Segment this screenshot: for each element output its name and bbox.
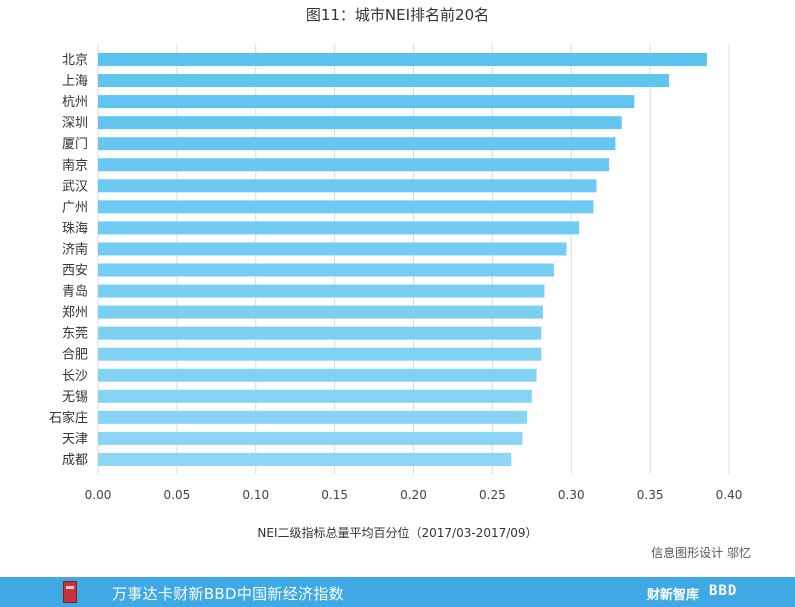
category-label: 南京 [62,157,88,173]
category-label: 东莞 [62,327,88,342]
bar [98,116,622,130]
x-tick-label: 0.40 [716,488,743,502]
category-label: 广州 [62,200,88,215]
category-label: 长沙 [62,369,88,384]
category-label: 西安 [62,264,88,279]
x-tick-label: 0.15 [321,488,348,502]
bar [98,305,543,319]
bar [98,452,512,466]
category-label: 合肥 [62,348,88,363]
gridlines [97,44,730,474]
category-label: 济南 [62,241,88,257]
x-tick-label: 0.05 [164,488,191,502]
x-tick-label: 0.10 [242,488,269,502]
bars [98,53,707,466]
x-tick-labels: 0.00 0.05 0.10 0.15 0.20 0.25 0.30 0.35 0.40 [85,488,743,502]
x-tick-label: 0.20 [400,488,427,502]
category-label: 天津 [62,432,88,447]
category-label: 无锡 [62,390,88,405]
category-label: 郑州 [62,306,88,321]
category-label: 石家庄 [49,410,88,426]
category-labels: 北京上海杭州深圳厦门南京武汉广州珠海济南西安青岛郑州东莞合肥长沙无锡石家庄天津成… [49,53,88,468]
category-label: 青岛 [62,284,88,300]
chart-title: 图11：城市NEI排名前20名 [305,6,490,24]
bar [98,137,616,151]
bar [98,242,567,256]
caixin-logo[interactable]: 财新智库 [647,588,700,603]
bar [98,326,542,340]
category-label: 武汉 [62,179,88,194]
bar [98,410,528,424]
bar [98,53,707,66]
category-label: 厦门 [62,137,88,152]
bar [98,200,594,214]
x-tick-label: 0.25 [479,488,506,502]
bbd-logo[interactable]: BBD [709,583,738,599]
x-axis-label: NEI二级指标总量平均百分位（2017/03-2017/09） [257,526,538,540]
bar [98,368,537,382]
footer-bar: 万事达卡财新BBD中国新经济指数 财新智库 BBD [0,577,795,607]
x-tick-label: 0.00 [85,488,112,502]
bar [98,221,580,235]
bar [98,158,610,172]
book-icon [63,581,77,603]
category-label: 成都 [62,453,88,468]
category-label: 北京 [62,53,88,68]
bar-chart: 北京上海杭州深圳厦门南京武汉广州珠海济南西安青岛郑州东莞合肥长沙无锡石家庄天津成… [49,44,743,502]
bar [98,347,542,361]
x-tick-label: 0.30 [558,488,585,502]
category-label: 上海 [62,74,88,89]
design-credit: 信息图形设计 邬忆 [651,546,751,560]
bar [98,431,523,445]
bar [98,284,545,298]
bar [98,74,670,88]
category-label: 珠海 [62,221,88,236]
bar [98,263,554,277]
footer-slogan: 万事达卡财新BBD中国新经济指数 [112,585,344,603]
category-label: 杭州 [62,95,88,110]
bar [98,389,532,403]
category-label: 深圳 [62,116,88,131]
x-tick-label: 0.35 [637,488,664,502]
bar [98,95,635,109]
bar [98,179,597,193]
